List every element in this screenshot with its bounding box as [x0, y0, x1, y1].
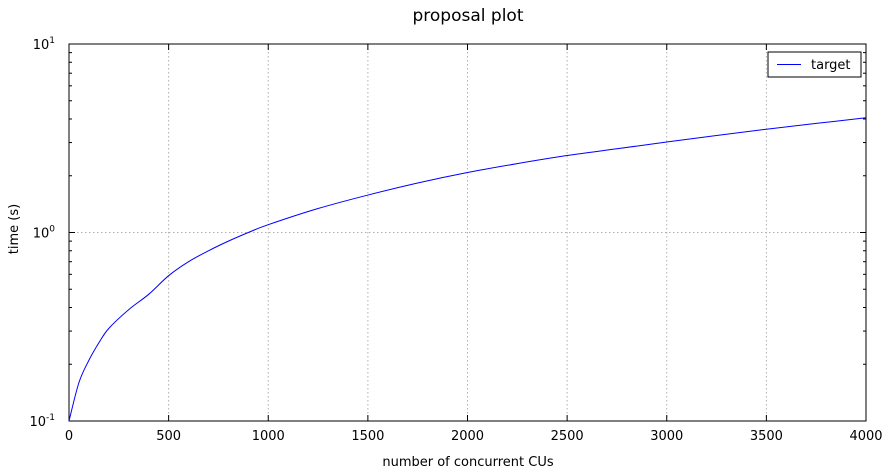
legend: target	[767, 51, 862, 78]
x-tick-label: 1000	[252, 429, 285, 444]
x-axis-label: number of concurrent CUs	[382, 455, 553, 470]
x-tick-label: 2000	[451, 429, 484, 444]
ticks	[68, 43, 867, 422]
x-tick-label: 500	[156, 429, 181, 444]
y-tick-label: 101	[33, 36, 55, 53]
x-tick-label: 0	[65, 429, 73, 444]
chart-title: proposal plot	[413, 6, 524, 26]
y-tick-label-exponent: 1	[49, 36, 55, 46]
y-tick-label-base: 10	[29, 415, 46, 430]
y-tick-label-exponent: -1	[46, 413, 55, 423]
y-tick-label-exponent: 0	[49, 225, 55, 235]
y-axis-label: time (s)	[7, 204, 22, 254]
series-line-target	[68, 117, 867, 422]
x-tick-label: 2500	[551, 429, 584, 444]
x-tick-label: 4000	[849, 429, 882, 444]
x-tick-label: 3000	[650, 429, 683, 444]
legend-label-target: target	[811, 58, 851, 73]
series-group	[68, 117, 867, 422]
x-tick-label: 3500	[750, 429, 783, 444]
x-tick-labels: 0 500 1000 1500 2000 2500 3000 3500 4000	[65, 429, 883, 444]
y-tick-label-base: 10	[33, 227, 50, 242]
grid	[68, 43, 867, 422]
y-tick-label: 100	[33, 225, 56, 242]
y-tick-label-base: 10	[33, 38, 50, 53]
x-tick-label: 1500	[351, 429, 384, 444]
y-tick-label: 10-1	[29, 413, 55, 430]
